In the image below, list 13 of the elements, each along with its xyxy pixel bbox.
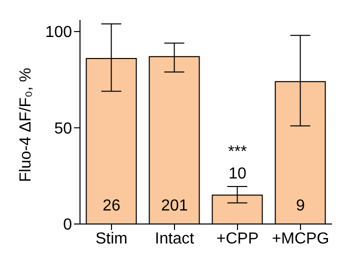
annotation: 201 xyxy=(161,197,188,214)
annotation: *** xyxy=(228,144,247,161)
x-tick-label: +CPP xyxy=(216,230,259,248)
y-axis-title: Fluo-4 ΔF/F₀, % xyxy=(18,68,35,182)
x-tick-label: Intact xyxy=(154,230,195,248)
x-tick-label: Stim xyxy=(96,230,128,248)
annotation: 9 xyxy=(296,197,306,214)
x-tick-label: +MCPG xyxy=(272,230,330,248)
y-tick-label: 50 xyxy=(54,120,72,138)
annotation: 26 xyxy=(102,197,120,214)
annotation: 10 xyxy=(228,166,246,183)
y-tick-label: 0 xyxy=(63,216,72,234)
y-tick-label: 100 xyxy=(45,24,72,42)
